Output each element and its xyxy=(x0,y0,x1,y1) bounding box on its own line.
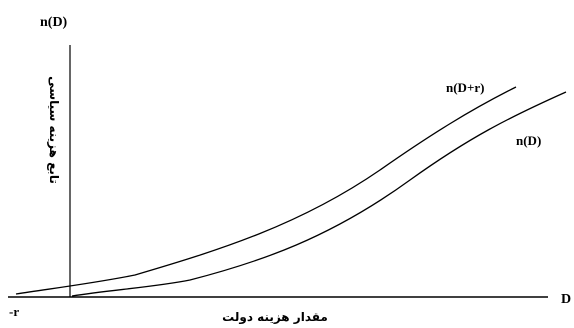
curve-label-n-d-plus-r: n(D+r) xyxy=(446,80,484,95)
y-axis-top-label: n(D) xyxy=(40,15,68,30)
origin-offset-label: -r xyxy=(9,304,19,319)
curve-label-n-d: n(D) xyxy=(516,133,541,148)
x-axis-title: مقدار هزینه دولت xyxy=(222,310,328,325)
x-axis-end-label: D xyxy=(561,292,571,307)
curve-n-d-plus-r xyxy=(15,86,517,295)
curve-n-d xyxy=(71,91,567,297)
y-axis-title: تابع هزینه سیاسی xyxy=(47,76,61,184)
